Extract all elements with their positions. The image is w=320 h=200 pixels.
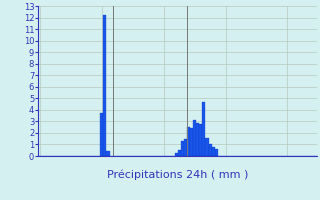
Bar [174, 153, 178, 156]
Bar [181, 141, 184, 156]
Bar [199, 124, 202, 156]
Bar [103, 15, 107, 156]
Bar [190, 128, 193, 156]
Bar [205, 138, 209, 156]
Bar [184, 139, 187, 156]
Bar [107, 151, 109, 156]
Bar [212, 147, 215, 156]
X-axis label: Précipitations 24h ( mm ): Précipitations 24h ( mm ) [107, 170, 248, 180]
Bar [100, 113, 103, 156]
Bar [187, 127, 190, 156]
Bar [209, 144, 212, 156]
Bar [202, 102, 205, 156]
Bar [215, 149, 218, 156]
Bar [178, 150, 181, 156]
Bar [193, 120, 196, 156]
Bar [196, 123, 199, 156]
